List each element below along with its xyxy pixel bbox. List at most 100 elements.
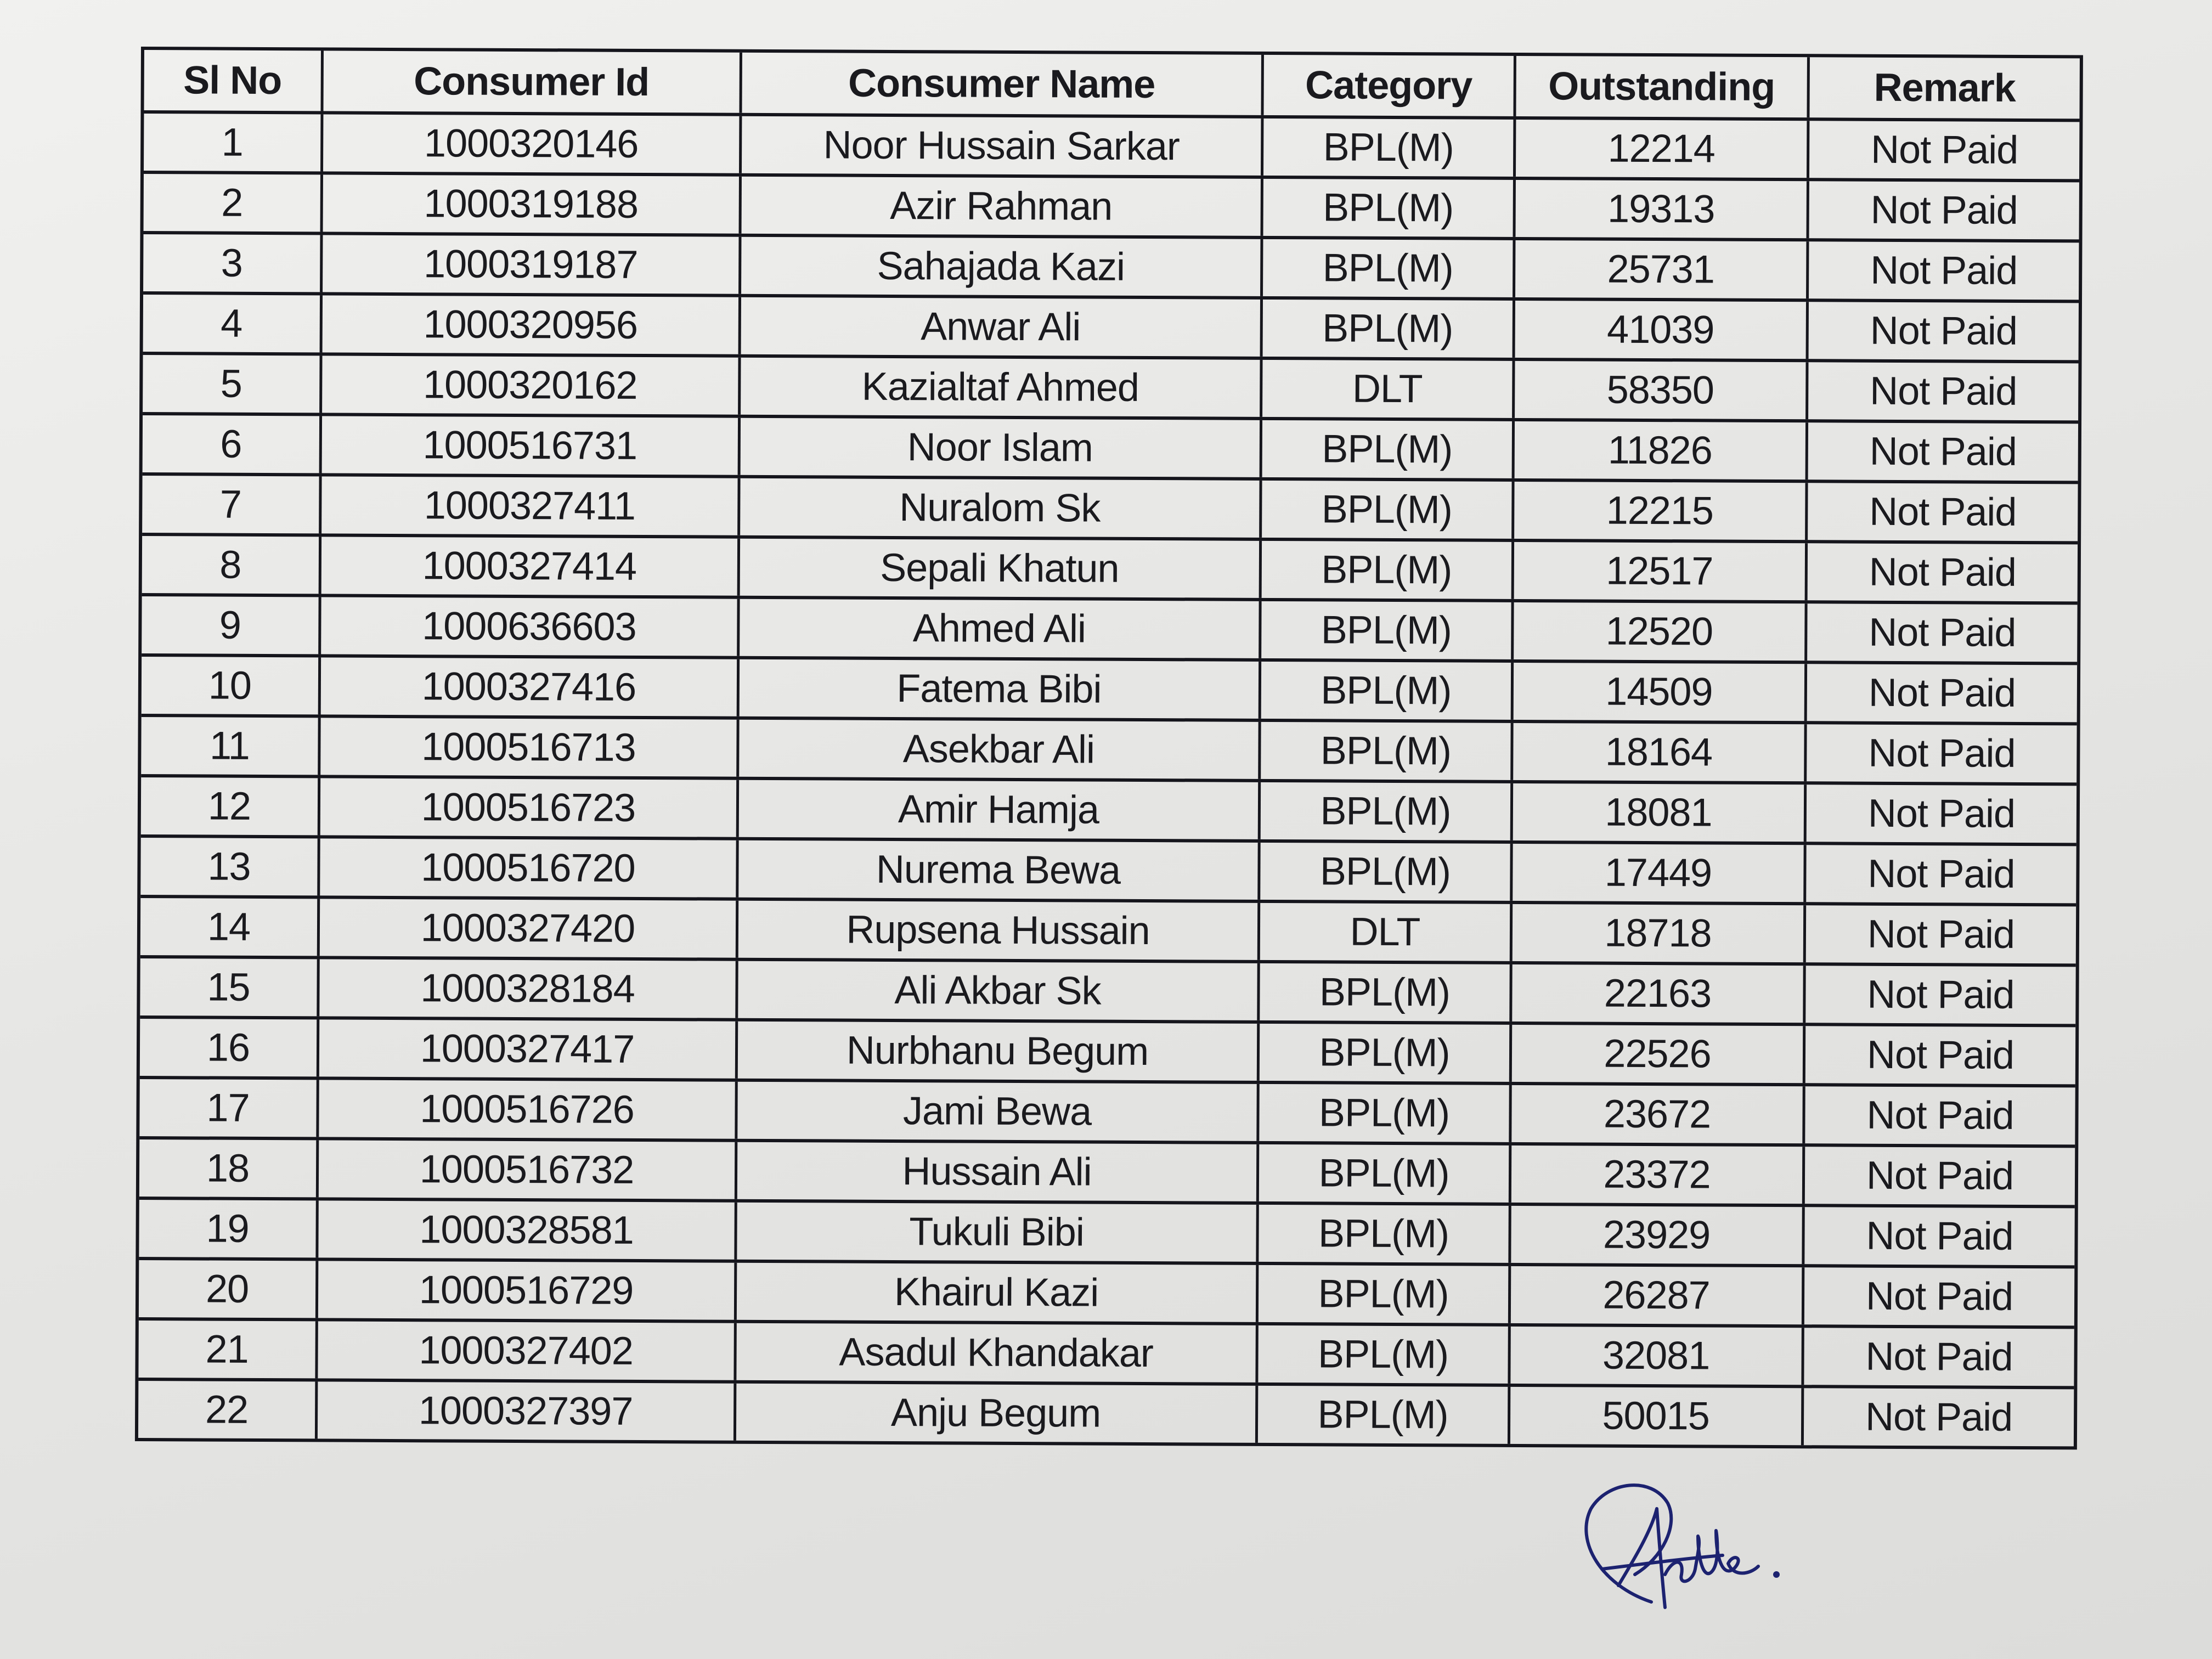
- cell-consumer-id: 1000319187: [323, 235, 742, 294]
- cell-category: BPL(M): [1262, 480, 1515, 539]
- signature: [1584, 1483, 1780, 1609]
- cell-consumer-name: Asekbar Ali: [739, 719, 1261, 779]
- table-row: 18 1000516732 Hussain Ali BPL(M) 23372 Not Pa…: [139, 1139, 2075, 1209]
- table-row: 5 1000320162 Kazialtaf Ahmed DLT 58350 Not Pa…: [143, 355, 2079, 424]
- cell-category: BPL(M): [1260, 782, 1514, 840]
- cell-outstanding: 41039: [1515, 300, 1809, 359]
- cell-sl-no: 12: [140, 777, 321, 836]
- table-row: 7 1000327411 Nuralom Sk BPL(M) 12215 Not Paid: [142, 476, 2078, 545]
- cell-outstanding: 11826: [1514, 421, 1809, 480]
- cell-outstanding: 23372: [1511, 1145, 1805, 1204]
- cell-consumer-name: Nurbhanu Begum: [737, 1021, 1260, 1081]
- cell-consumer-id: 1000320956: [322, 295, 742, 354]
- cell-sl-no: 21: [138, 1321, 318, 1379]
- header-category: Category: [1263, 54, 1516, 116]
- cell-consumer-id: 1000328581: [318, 1200, 737, 1260]
- table-row: 19 1000328581 Tukuli Bibi BPL(M) 23929 Not Pa…: [139, 1200, 2075, 1269]
- cell-category: BPL(M): [1261, 540, 1515, 599]
- cell-sl-no: 8: [142, 536, 322, 594]
- table-row: 16 1000327417 Nurbhanu Begum BPL(M) 22526 Not…: [139, 1019, 2076, 1088]
- cell-sl-no: 16: [139, 1019, 320, 1077]
- cell-consumer-name: Sepali Khatun: [740, 538, 1262, 598]
- cell-category: BPL(M): [1258, 1265, 1511, 1323]
- cell-sl-no: 17: [139, 1079, 319, 1137]
- cell-remark: Not Paid: [1870, 188, 2018, 233]
- cell-remark: Not Paid: [1865, 1274, 2013, 1319]
- cell-consumer-name: Sahajada Kazi: [741, 236, 1263, 296]
- cell-consumer-name: Amir Hamja: [738, 780, 1261, 839]
- table-row: 1 1000320146 Noor Hussain Sarkar BPL(M) 1221…: [143, 114, 2080, 183]
- cell-outstanding: 58350: [1515, 360, 1809, 420]
- consumer-outstanding-table: Sl No Consumer Id Consumer Name Category…: [134, 47, 2083, 1450]
- cell-outstanding: 12215: [1514, 481, 1808, 540]
- cell-consumer-id: 1000516720: [320, 838, 739, 898]
- cell-remark: Not Paid: [1869, 489, 2017, 534]
- cell-outstanding: 32081: [1510, 1326, 1804, 1385]
- cell-outstanding: 18164: [1513, 723, 1807, 782]
- cell-remark: Not Paid: [1870, 369, 2017, 414]
- cell-consumer-id: 1000327414: [321, 537, 741, 596]
- cell-consumer-id: 1000327411: [321, 476, 741, 535]
- cell-sl-no: 10: [141, 657, 321, 715]
- table-row: 8 1000327414 Sepali Khatun BPL(M) 12517 Not P…: [142, 536, 2078, 605]
- table-row: 12 1000516723 Amir Hamja BPL(M) 18081 Not Pai…: [140, 777, 2077, 847]
- cell-consumer-id: 1000319188: [323, 174, 742, 234]
- table-row: 6 1000516731 Noor Islam BPL(M) 11826 Not Paid: [142, 415, 2079, 484]
- table-row: 14 1000327420 Rupsena Hussain DLT 18718 Not P…: [140, 898, 2076, 967]
- cell-sl-no: 9: [142, 596, 321, 654]
- cell-category: BPL(M): [1259, 1023, 1513, 1082]
- cell-consumer-name: Kazialtaf Ahmed: [741, 357, 1263, 417]
- table-row: 10 1000327416 Fatema Bibi BPL(M) 14509 Not Pa…: [141, 657, 2078, 726]
- cell-outstanding: 23672: [1511, 1085, 1805, 1144]
- header-consumer-name: Consumer Name: [742, 52, 1264, 115]
- table-row: 22 1000327397 Anju Begum BPL(M) 50015 Not Pai…: [138, 1381, 2074, 1446]
- cell-outstanding: 12517: [1514, 541, 1808, 601]
- cell-consumer-name: Noor Islam: [740, 417, 1263, 477]
- cell-sl-no: 13: [140, 838, 320, 896]
- cell-outstanding: 12214: [1515, 119, 1810, 178]
- cell-consumer-id: 1000320162: [322, 356, 741, 415]
- cell-remark: Not Paid: [1870, 308, 2018, 353]
- cell-outstanding: 17449: [1513, 843, 1807, 902]
- cell-sl-no: 5: [143, 355, 323, 413]
- cell-category: DLT: [1262, 359, 1515, 418]
- cell-outstanding: 26287: [1510, 1266, 1805, 1325]
- header-sl-no: Sl No: [144, 50, 324, 111]
- table-row: 17 1000516726 Jami Bewa BPL(M) 23672 Not Paid: [139, 1079, 2075, 1148]
- cell-category: BPL(M): [1263, 178, 1516, 237]
- cell-consumer-name: Tukuli Bibi: [737, 1202, 1259, 1262]
- cell-remark: Not Paid: [1865, 1395, 2013, 1440]
- header-outstanding: Outstanding: [1516, 55, 1810, 118]
- cell-remark: Not Paid: [1866, 1153, 2014, 1198]
- cell-sl-no: 20: [138, 1260, 319, 1318]
- cell-category: BPL(M): [1259, 1204, 1511, 1263]
- cell-outstanding: 25731: [1515, 240, 1809, 299]
- table-row: 9 1000636603 Ahmed Ali BPL(M) 12520 Not Paid: [142, 596, 2078, 665]
- cell-category: DLT: [1260, 902, 1513, 961]
- cell-consumer-id: 1000636603: [321, 597, 740, 656]
- table-row: 3 1000319187 Sahajada Kazi BPL(M) 25731 Not P…: [143, 234, 2079, 303]
- cell-remark: Not Paid: [1865, 1334, 2013, 1379]
- table-row: 21 1000327402 Asadul Khandakar BPL(M) 32081 N…: [138, 1321, 2074, 1390]
- cell-consumer-name: Fatema Bibi: [739, 659, 1262, 719]
- cell-remark: Not Paid: [1868, 670, 2016, 715]
- cell-category: BPL(M): [1258, 1325, 1511, 1384]
- cell-consumer-id: 1000327402: [318, 1321, 737, 1380]
- cell-category: BPL(M): [1263, 118, 1516, 177]
- cell-category: BPL(M): [1259, 1144, 1512, 1203]
- cell-remark: Not Paid: [1866, 1093, 2014, 1138]
- cell-remark: Not Paid: [1869, 429, 2017, 474]
- cell-sl-no: 4: [143, 295, 323, 353]
- cell-consumer-id: 1000320146: [323, 114, 742, 173]
- header-remark: Remark: [1874, 65, 2016, 110]
- cell-consumer-id: 1000516729: [318, 1261, 737, 1320]
- cell-consumer-name: Hussain Ali: [737, 1142, 1260, 1201]
- cell-consumer-name: Rupsena Hussain: [738, 900, 1261, 960]
- header-consumer-id: Consumer Id: [323, 50, 742, 113]
- cell-consumer-name: Khairul Kazi: [736, 1262, 1259, 1322]
- cell-consumer-id: 1000516732: [318, 1140, 738, 1199]
- cell-consumer-name: Ahmed Ali: [740, 599, 1262, 658]
- cell-consumer-id: 1000516723: [320, 778, 740, 837]
- cell-outstanding: 50015: [1510, 1386, 1804, 1446]
- cell-sl-no: 14: [140, 898, 320, 956]
